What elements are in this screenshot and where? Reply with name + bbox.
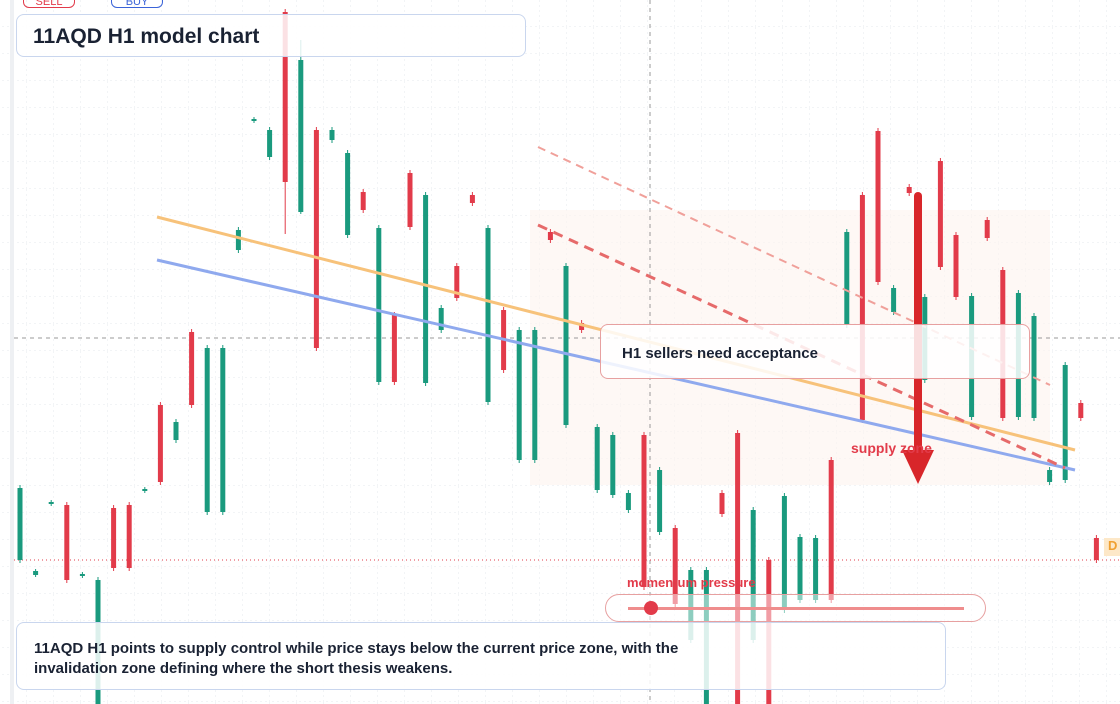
candle-body xyxy=(735,433,741,704)
candle-body xyxy=(563,266,569,425)
candle-body xyxy=(844,232,850,325)
candle-body xyxy=(220,348,226,512)
candle-body xyxy=(267,130,273,157)
buy-button[interactable]: BUY xyxy=(111,0,163,8)
candle-body xyxy=(953,235,959,297)
candle-body xyxy=(173,422,179,440)
candle-body xyxy=(797,537,803,600)
candle-body xyxy=(251,119,257,121)
candle-body xyxy=(454,266,460,298)
candle-body xyxy=(859,195,865,420)
candle-body xyxy=(142,489,148,491)
candle-body xyxy=(610,435,616,495)
candle-body xyxy=(157,405,163,482)
candle-body xyxy=(17,488,23,560)
candle-body xyxy=(1047,470,1053,482)
candle-body xyxy=(781,496,787,610)
candle-body xyxy=(376,228,382,382)
zone-label: supply zone xyxy=(851,440,932,456)
candle-body xyxy=(1093,538,1099,560)
title: 11AQD H1 model chart xyxy=(16,14,526,57)
momentum-dot xyxy=(644,601,658,615)
candle-body xyxy=(485,228,491,402)
candle-body xyxy=(313,130,319,348)
candle-body xyxy=(79,574,85,576)
price-tag: D xyxy=(1104,538,1120,556)
candle-body xyxy=(48,502,54,504)
candle-body xyxy=(204,348,210,512)
momentum-label: momentum pressure xyxy=(627,575,756,590)
candle-body xyxy=(1062,365,1068,480)
candle-body xyxy=(1031,316,1037,418)
candle-body xyxy=(625,493,631,510)
channel-line xyxy=(537,146,1051,386)
candle-body xyxy=(360,192,366,210)
candle-body xyxy=(672,528,678,604)
candle-body xyxy=(579,323,585,330)
candle-body xyxy=(657,470,663,532)
candle-body xyxy=(298,60,304,212)
footer-note: 11AQD H1 points to supply control while … xyxy=(16,622,946,690)
candle-body xyxy=(875,131,881,282)
candle-body xyxy=(33,571,39,575)
candle-body xyxy=(750,510,756,640)
momentum-track xyxy=(605,594,986,622)
candle-body xyxy=(469,195,475,203)
candle-body xyxy=(282,12,288,182)
candle-body xyxy=(189,332,195,405)
candle-body xyxy=(64,505,70,580)
candle-body xyxy=(235,230,241,250)
candle-body xyxy=(906,187,912,193)
candle-body xyxy=(937,161,943,267)
candle-body xyxy=(423,195,429,383)
candle-body xyxy=(391,315,397,382)
candle-body xyxy=(111,508,117,568)
footer-text: 11AQD H1 points to supply control while … xyxy=(34,640,679,677)
candle-body xyxy=(594,427,600,490)
candle-body xyxy=(984,220,990,238)
candle-body xyxy=(329,130,335,140)
candle-body xyxy=(407,173,413,227)
candle-body xyxy=(345,153,351,235)
sell-button[interactable]: SELL xyxy=(23,0,75,8)
candle-body xyxy=(126,505,132,568)
arrow-head xyxy=(902,450,934,484)
candle-body xyxy=(641,435,647,587)
candle-body xyxy=(1078,403,1084,418)
candle-body xyxy=(532,330,538,460)
candle-body xyxy=(719,493,725,514)
callout: H1 sellers need acceptance xyxy=(600,324,1030,379)
momentum-bar xyxy=(628,607,964,610)
candle-body xyxy=(813,538,819,600)
candle-body xyxy=(828,460,834,600)
candle-body xyxy=(516,330,522,460)
candle-body xyxy=(438,308,444,330)
candle-body xyxy=(891,288,897,312)
edge xyxy=(10,0,14,704)
candle-body xyxy=(547,232,553,240)
